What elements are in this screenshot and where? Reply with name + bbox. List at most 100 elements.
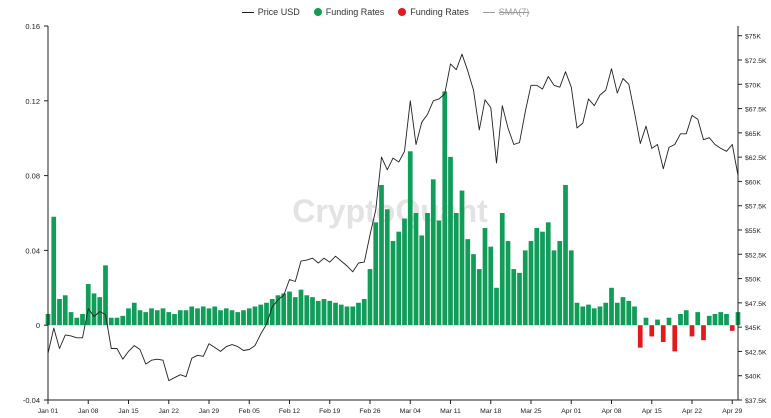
right-tick-label: $67.5K — [745, 107, 767, 114]
funding-bar-positive — [103, 265, 108, 326]
funding-bar-positive — [269, 299, 275, 326]
funding-bar-positive — [436, 220, 442, 326]
funding-bar-positive — [563, 184, 568, 326]
funding-bar-positive — [488, 246, 494, 326]
funding-bar-positive — [281, 293, 287, 326]
funding-bar-positive — [402, 218, 407, 326]
funding-bar-positive — [292, 297, 298, 326]
funding-bar-positive — [557, 241, 563, 326]
left-tick-label: 0.08 — [25, 172, 40, 181]
funding-bar-positive — [430, 179, 436, 326]
funding-bar-positive — [603, 302, 609, 326]
funding-bar-negative — [660, 325, 666, 343]
funding-bar-positive — [534, 227, 540, 326]
funding-bar-positive — [361, 299, 367, 326]
funding-bar-positive — [57, 299, 62, 326]
legend-label-funding-negative: Funding Rates — [410, 7, 469, 17]
funding-bar-positive — [241, 310, 246, 326]
right-tick-label: $75K — [745, 34, 761, 41]
funding-bar-positive — [551, 250, 557, 326]
funding-bar-positive — [91, 293, 97, 326]
funding-bar-positive — [264, 302, 269, 326]
funding-bar-positive — [338, 304, 344, 326]
funding-bar-positive — [632, 306, 637, 326]
legend-item-funding-negative[interactable]: Funding Rates — [398, 7, 469, 17]
funding-bar-positive — [678, 313, 683, 326]
funding-bar-positive — [568, 250, 574, 326]
funding-bars — [45, 91, 741, 352]
x-tick-label: Mar 25 — [520, 408, 541, 415]
funding-bar-positive — [367, 269, 373, 326]
funding-bar-positive — [373, 222, 379, 326]
funding-bar-positive — [442, 91, 448, 326]
funding-bar-positive — [218, 310, 223, 326]
watermark: CryptoQuant — [292, 193, 488, 229]
x-tick-label: Apr 15 — [642, 408, 662, 415]
right-tick-label: $60K — [745, 179, 761, 186]
right-tick-label: $42.5K — [745, 349, 767, 356]
legend: Price USD Funding Rates Funding Rates SM… — [0, 4, 771, 20]
price-line — [47, 53, 739, 382]
funding-bar-positive — [706, 315, 712, 326]
right-tick-label: $45K — [745, 325, 761, 332]
funding-bar-positive — [126, 308, 131, 326]
funding-bar-positive — [390, 241, 396, 326]
right-tick-label: $72.5K — [745, 58, 767, 65]
left-tick-label: 0.16 — [25, 22, 40, 31]
legend-item-price[interactable]: Price USD — [241, 7, 300, 17]
x-tick-label: Apr 29 — [722, 408, 742, 415]
x-tick-label: Apr 08 — [601, 408, 621, 415]
funding-bar-positive — [189, 306, 195, 326]
funding-bar-positive — [384, 209, 390, 326]
funding-bar-positive — [166, 312, 172, 326]
funding-bar-positive — [396, 231, 402, 326]
funding-bar-positive — [591, 308, 597, 326]
funding-bar-positive — [626, 300, 632, 326]
funding-bar-positive — [160, 308, 166, 326]
funding-bar-positive — [252, 306, 258, 326]
funding-bar-positive — [200, 306, 206, 326]
funding-bar-positive — [235, 312, 241, 326]
funding-bar-positive — [287, 291, 292, 326]
funding-bar-positive — [718, 312, 724, 326]
x-tick-label: Jan 08 — [78, 408, 99, 415]
funding-bar-negative — [729, 325, 735, 331]
funding-bar-positive — [419, 235, 425, 326]
right-tick-label: $57.5K — [745, 204, 767, 211]
x-tick-label: Feb 19 — [319, 408, 340, 415]
funding-bar-positive — [407, 151, 413, 326]
x-tick-label: Apr 01 — [561, 408, 581, 415]
x-tick-label: Jan 15 — [118, 408, 139, 415]
right-tick-label: $40K — [745, 374, 761, 381]
funding-bar-positive — [212, 306, 218, 326]
funding-bar-positive — [643, 317, 649, 326]
funding-bar-positive — [229, 310, 235, 326]
funding-bar-positive — [413, 213, 419, 326]
funding-bar-positive — [154, 310, 160, 326]
funding-bar-positive — [620, 297, 626, 326]
funding-bar-positive — [149, 308, 154, 326]
funding-bar-positive — [522, 250, 528, 326]
funding-bar-positive — [545, 222, 551, 326]
x-tick-label: Mar 04 — [400, 408, 421, 415]
funding-bar-positive — [114, 317, 120, 326]
legend-item-sma[interactable]: SMA(7) — [482, 7, 530, 17]
right-tick-label: $55K — [745, 228, 761, 235]
legend-item-funding-positive[interactable]: Funding Rates — [313, 7, 385, 17]
funding-bar-positive — [453, 213, 459, 326]
funding-bar-positive — [350, 306, 356, 326]
funding-bar-negative — [701, 325, 706, 341]
funding-bar-positive — [275, 295, 281, 326]
funding-bar-positive — [344, 306, 350, 326]
funding-bar-positive — [597, 306, 603, 326]
funding-bar-positive — [683, 310, 689, 326]
funding-bar-positive — [321, 299, 327, 326]
right-tick-label: $70K — [745, 82, 761, 89]
funding-bar-positive — [85, 284, 91, 326]
funding-bar-positive — [528, 241, 534, 326]
legend-label-funding-positive: Funding Rates — [325, 7, 385, 17]
x-tick-label: Feb 05 — [239, 408, 260, 415]
funding-bar-negative — [672, 325, 678, 352]
funding-bar-negative — [689, 325, 695, 337]
legend-label-sma: SMA(7) — [498, 7, 530, 17]
